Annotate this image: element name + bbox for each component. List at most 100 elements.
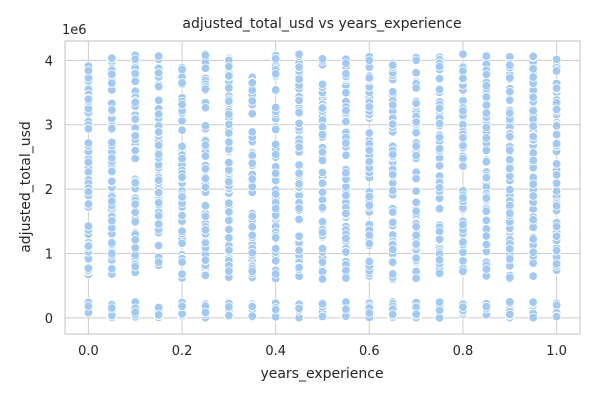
scatter-point: [458, 161, 468, 171]
scatter-point: [200, 151, 211, 161]
scatter-point: [481, 145, 492, 156]
scatter-point: [294, 179, 304, 189]
scatter-point: [411, 273, 421, 283]
scatter-point: [388, 100, 398, 110]
scatter-point: [388, 119, 398, 129]
scatter-point: [551, 186, 562, 196]
scatter-point: [481, 133, 492, 143]
scatter-point: [270, 168, 281, 179]
scatter-point: [411, 117, 421, 127]
scatter-point: [177, 78, 187, 88]
scatter-point: [341, 208, 351, 219]
scatter-point: [528, 155, 538, 166]
scatter-point: [247, 248, 257, 258]
scatter-point: [224, 109, 234, 120]
scatter-point: [388, 269, 398, 279]
scatter-point: [270, 189, 281, 199]
scatter-point: [528, 247, 538, 257]
scatter-point: [177, 141, 187, 152]
scatter-point: [551, 104, 562, 115]
scatter-point: [481, 239, 492, 250]
scatter-point: [177, 116, 187, 126]
scatter-point: [224, 177, 234, 187]
scatter-point: [481, 157, 492, 167]
scatter-point: [317, 155, 328, 166]
scatter-point: [130, 97, 140, 107]
scatter-point: [153, 127, 164, 137]
scatter-point: [247, 211, 257, 221]
scatter-point: [411, 197, 421, 208]
scatter-point: [388, 169, 398, 180]
scatter-point: [551, 231, 562, 241]
scatter-point: [364, 230, 375, 240]
scatter-point: [317, 227, 328, 238]
scatter-point: [153, 187, 164, 198]
scatter-point: [505, 73, 515, 83]
scatter-point: [458, 133, 468, 143]
scatter-point: [224, 157, 234, 168]
scatter-point: [153, 140, 164, 150]
scatter-point: [551, 121, 562, 131]
scatter-point: [505, 309, 515, 320]
scatter-point: [153, 68, 164, 78]
scatter-point: [434, 182, 445, 193]
scatter-point: [317, 216, 328, 227]
scatter-point: [294, 214, 304, 225]
scatter-point: [83, 138, 94, 148]
scatter-point: [388, 60, 398, 70]
scatter-point: [200, 173, 211, 184]
scatter-point: [505, 60, 515, 70]
scatter-point: [270, 69, 281, 79]
scatter-point: [434, 73, 445, 84]
scatter-point: [200, 200, 211, 211]
scatter-point: [411, 83, 421, 93]
scatter-point: [341, 168, 351, 178]
scatter-point: [481, 100, 492, 110]
scatter-point: [388, 217, 398, 228]
scatter-point: [481, 264, 492, 274]
scatter-point: [317, 103, 328, 113]
scatter-point: [247, 311, 257, 321]
scatter-point: [481, 206, 492, 216]
scatter-point: [458, 302, 468, 312]
scatter-point: [341, 233, 351, 244]
scatter-point: [434, 305, 445, 315]
scatter-point: [388, 149, 398, 160]
scatter-point: [411, 253, 421, 263]
scatter-point: [364, 102, 375, 112]
scatter-point: [107, 123, 117, 134]
scatter-point: [107, 53, 117, 63]
scatter-point: [294, 245, 304, 256]
scatter-point: [458, 140, 468, 151]
scatter-point: [294, 49, 304, 59]
scatter-point: [294, 231, 304, 241]
points-layer: [83, 49, 562, 323]
scatter-point: [224, 128, 234, 138]
scatter-point: [551, 259, 562, 269]
scatter-point: [270, 233, 281, 243]
scatter-point: [153, 81, 164, 92]
scatter-point: [153, 211, 164, 221]
scatter-point: [83, 157, 94, 167]
scatter-point: [270, 85, 281, 95]
scatter-point: [200, 164, 211, 174]
scatter-point: [458, 193, 468, 203]
scatter-point: [177, 226, 187, 236]
scatter-point: [341, 116, 351, 127]
scatter-point: [551, 66, 562, 76]
scatter-point: [130, 261, 140, 272]
scatter-point: [434, 61, 445, 72]
scatter-point: [224, 137, 234, 147]
scatter-point: [458, 106, 468, 116]
scatter-point: [153, 109, 164, 119]
scatter-point: [364, 128, 375, 138]
scatter-point: [341, 150, 351, 160]
scatter-point: [364, 256, 375, 267]
scatter-point: [270, 139, 281, 150]
scatter-point: [270, 102, 281, 113]
scatter-point: [247, 174, 257, 184]
scatter-point: [434, 226, 445, 237]
scatter-point: [153, 149, 164, 160]
scatter-point: [247, 266, 257, 277]
scatter-point: [200, 63, 211, 73]
